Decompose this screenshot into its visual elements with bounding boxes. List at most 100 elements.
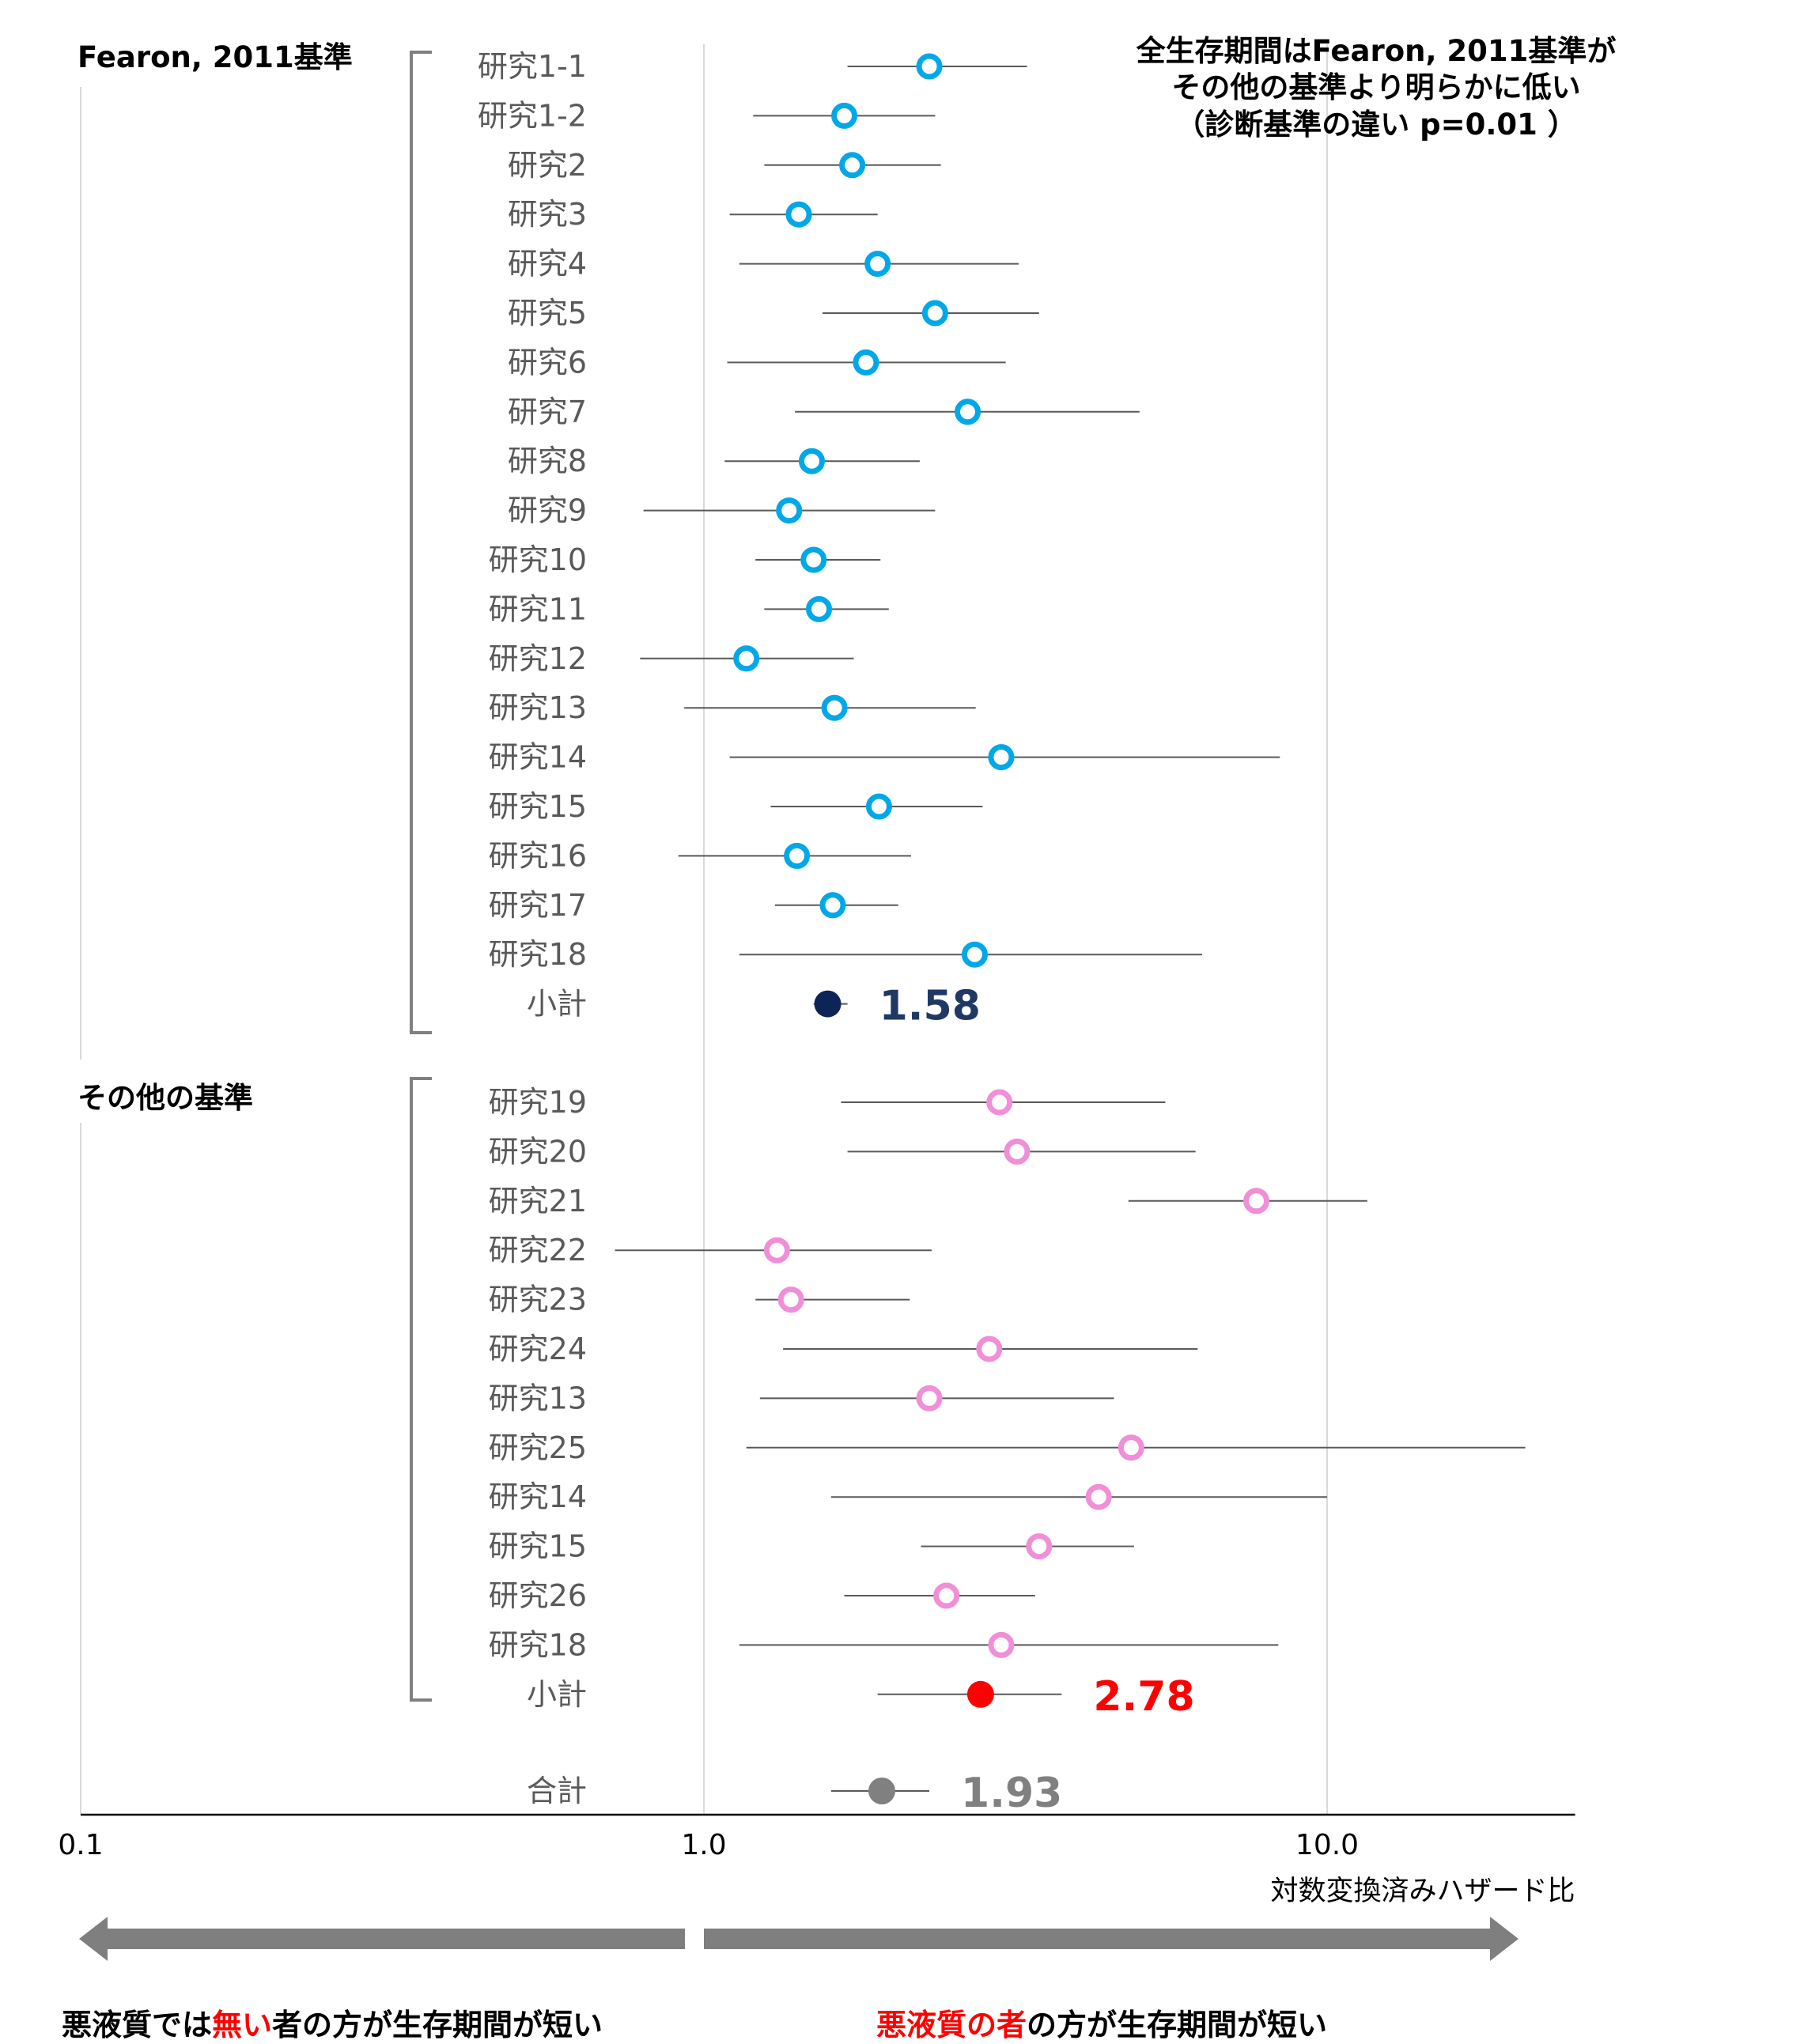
hr-marker xyxy=(921,300,948,327)
row-label: 研究12 xyxy=(489,641,587,676)
row-label: 研究24 xyxy=(489,1332,587,1366)
right-label-part-1: 悪液質の者 xyxy=(876,2008,1027,2042)
left-label-part-2: 無い xyxy=(212,2008,273,2042)
hr-marker xyxy=(986,1089,1013,1116)
x-axis: 0.1 1.0 10.0 対数変換済みハザード比 xyxy=(58,1813,1575,1907)
row-label: 研究22 xyxy=(489,1233,587,1268)
confidence-intervals xyxy=(615,66,1526,1792)
row-label: 研究1-2 xyxy=(478,98,587,133)
hr-marker xyxy=(1085,1483,1112,1510)
direction-arrows xyxy=(79,1917,1518,1961)
group-bracket xyxy=(410,51,432,1034)
hr-marker xyxy=(1118,1434,1144,1461)
hr-marker xyxy=(821,694,848,721)
hr-marker xyxy=(763,1237,790,1264)
row-label: 研究15 xyxy=(489,1529,587,1564)
markers: 1.58 2.78 1.93 xyxy=(733,53,1270,1817)
row-label: 研究7 xyxy=(508,395,587,429)
hr-marker xyxy=(916,1385,943,1411)
row-label: 合計 xyxy=(527,1774,587,1808)
hr-marker xyxy=(776,497,803,524)
row-label: 研究15 xyxy=(489,789,587,824)
row-label: 研究5 xyxy=(508,296,587,331)
hr-marker xyxy=(819,892,846,919)
row-label: 研究11 xyxy=(489,591,587,626)
row-label: 研究20 xyxy=(489,1134,587,1169)
hr-marker xyxy=(784,842,811,869)
x-tick-label: 10.0 xyxy=(1295,1829,1359,1861)
row-label: 研究3 xyxy=(508,197,587,232)
left-label-part-1: 悪液質では xyxy=(62,2008,213,2042)
annotation-line-1: 全生存期間はFearon, 2011基準が xyxy=(1136,34,1617,68)
pooled-value-label: 2.78 xyxy=(1093,1673,1194,1721)
right-arrow xyxy=(704,1917,1518,1961)
right-label-part-2: の方が生存期間が短い xyxy=(1027,2008,1328,2042)
row-label: 研究13 xyxy=(489,690,587,725)
row-label: 研究19 xyxy=(489,1085,587,1120)
row-label: 研究6 xyxy=(508,345,587,380)
left-label-part-3: 者の方が生存期間が短い xyxy=(272,2008,603,2042)
row-label: 小計 xyxy=(527,987,587,1022)
hr-marker xyxy=(733,645,760,672)
row-label: 研究18 xyxy=(489,937,587,972)
left-arrow xyxy=(79,1917,685,1961)
hr-marker xyxy=(1243,1188,1270,1215)
hr-marker xyxy=(831,102,858,129)
group-bracket xyxy=(410,1077,432,1702)
subtotal-marker xyxy=(868,1778,896,1804)
x-axis-title: 対数変換済みハザード比 xyxy=(1271,1876,1575,1907)
hr-marker xyxy=(777,1286,804,1313)
row-label: 研究21 xyxy=(489,1184,587,1218)
row-label: 研究4 xyxy=(508,247,587,281)
hr-marker xyxy=(933,1582,960,1609)
pooled-value-label: 1.93 xyxy=(961,1770,1062,1817)
row-label: 研究23 xyxy=(489,1283,587,1317)
annotation-line-3: （診断基準の違い p=0.01 ） xyxy=(1175,107,1577,142)
hr-marker xyxy=(961,941,988,968)
subtotal-marker xyxy=(966,1680,994,1708)
hr-marker xyxy=(988,744,1015,771)
right-direction-label: 悪液質の者の方が生存期間が短い xyxy=(876,2001,1327,2044)
hr-marker xyxy=(798,448,825,474)
hr-marker xyxy=(853,349,879,376)
hr-marker xyxy=(806,595,833,622)
row-label: 研究2 xyxy=(508,148,587,183)
hr-marker xyxy=(955,399,981,425)
chart-annotation: 全生存期間はFearon, 2011基準が その他の基準より明らかに低い （診断… xyxy=(1036,33,1716,143)
row-labels: 研究1-1 研究1-2 研究2 研究3 研究4 研究5 研究6 研究7 研究8 研究9 研究10 研究… xyxy=(478,49,587,1808)
hr-marker xyxy=(865,793,892,820)
subtotal-marker xyxy=(814,990,841,1018)
gridlines xyxy=(80,44,1328,1815)
hr-marker xyxy=(800,546,827,573)
row-label: 研究16 xyxy=(489,838,587,873)
hr-marker xyxy=(976,1336,1003,1362)
hr-marker xyxy=(916,53,943,80)
hr-marker xyxy=(988,1631,1015,1658)
x-tick-label: 0.1 xyxy=(58,1829,103,1861)
pooled-value-label: 1.58 xyxy=(879,983,981,1030)
row-label: 小計 xyxy=(527,1677,587,1712)
hr-marker xyxy=(1026,1533,1053,1560)
x-tick-label: 1.0 xyxy=(681,1829,726,1861)
left-direction-label: 悪液質では無い者の方が生存期間が短い xyxy=(62,2001,603,2044)
row-label: 研究13 xyxy=(489,1381,587,1415)
hr-marker xyxy=(1004,1138,1031,1165)
hr-marker xyxy=(785,201,812,228)
row-label: 研究14 xyxy=(489,740,587,775)
row-label: 研究17 xyxy=(489,888,587,923)
row-label: 研究8 xyxy=(508,444,587,478)
row-label: 研究18 xyxy=(489,1627,587,1662)
group-brackets xyxy=(410,51,432,1702)
row-label: 研究26 xyxy=(489,1578,587,1613)
annotation-line-2: その他の基準より明らかに低い xyxy=(1171,70,1581,105)
hr-marker xyxy=(839,152,866,179)
row-label: 研究10 xyxy=(489,542,587,577)
row-label: 研究1-1 xyxy=(478,49,587,84)
row-label: 研究25 xyxy=(489,1430,587,1465)
group-label-other: その他の基準 xyxy=(78,1081,253,1115)
group-label-fearon: Fearon, 2011基準 xyxy=(78,40,353,74)
row-label: 研究9 xyxy=(508,493,587,528)
row-label: 研究14 xyxy=(489,1479,587,1514)
hr-marker xyxy=(864,251,891,278)
